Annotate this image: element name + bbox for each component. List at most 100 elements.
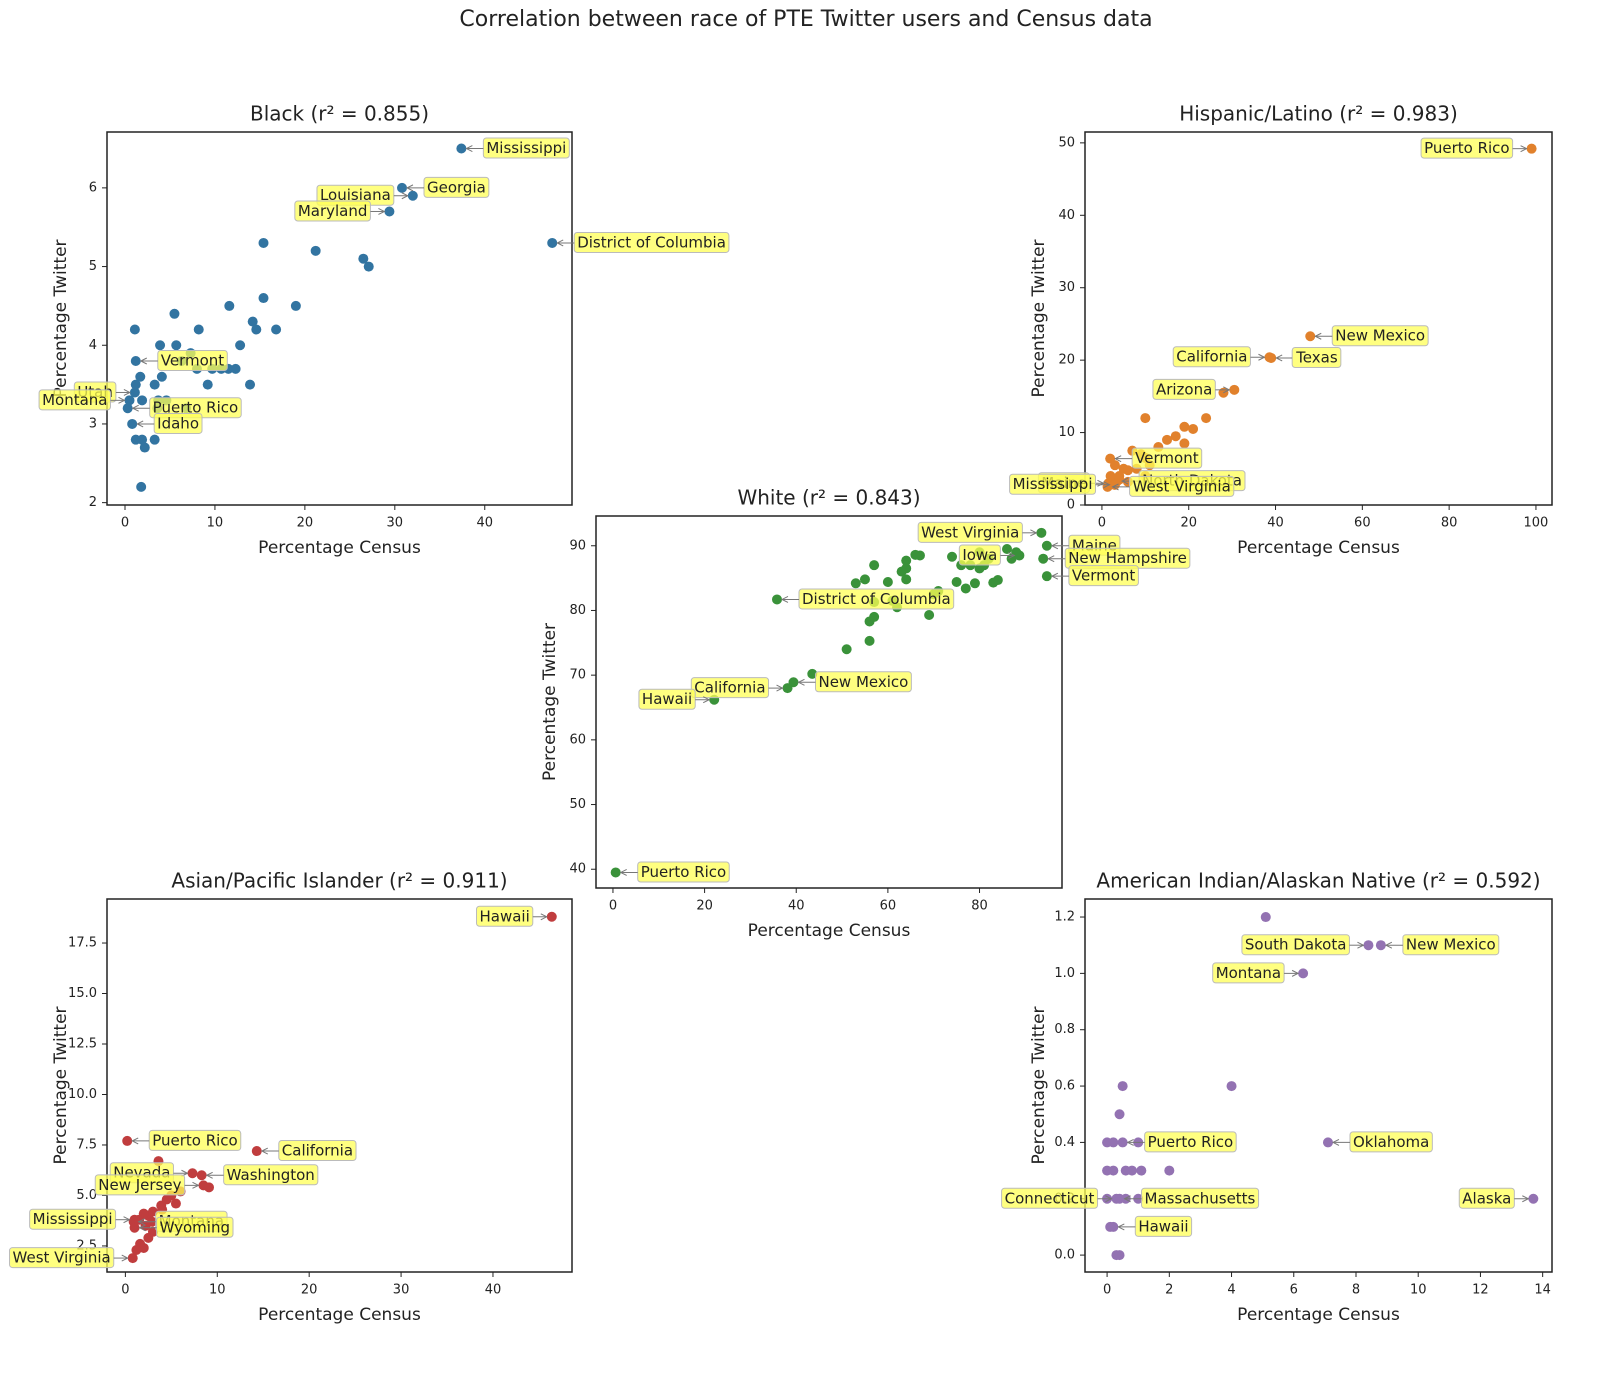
- annotation-arrowhead: [1314, 332, 1322, 340]
- x-tick-label: 40: [1267, 516, 1284, 531]
- point: [1108, 1137, 1119, 1148]
- point: [358, 253, 369, 264]
- point: [951, 576, 962, 587]
- y-tick-label: 2: [89, 495, 97, 510]
- point: [127, 418, 138, 429]
- point: [1140, 413, 1151, 424]
- y-tick-label: 40: [569, 862, 586, 877]
- y-tick-label: 7.5: [76, 1137, 97, 1152]
- x-axis-label: Percentage Census: [258, 538, 421, 558]
- point: [1109, 460, 1120, 471]
- annotation: Washington: [205, 1164, 319, 1186]
- point: [1122, 465, 1133, 476]
- annotation-arrowhead: [139, 357, 148, 365]
- annotation-label: Puerto Rico: [153, 399, 239, 417]
- point: [850, 578, 861, 589]
- point: [290, 300, 301, 311]
- subplot-title: Asian/Pacific Islander (r² = 0.911): [171, 869, 507, 893]
- annotation-label: West Virginia: [921, 523, 1019, 541]
- x-tick-label: 10: [207, 516, 224, 531]
- x-tick-label: 12: [1472, 1283, 1489, 1298]
- annotations: Puerto Rico New Mexico Texas California Ariz…: [1009, 137, 1528, 497]
- point: [1002, 543, 1013, 554]
- point: [456, 143, 467, 154]
- point: [1363, 940, 1374, 951]
- annotation: California: [260, 1140, 357, 1162]
- annotation-label: Texas: [1295, 348, 1338, 366]
- annotation-arrowhead: [1123, 1195, 1131, 1203]
- point: [1117, 1081, 1128, 1092]
- point: [896, 566, 907, 577]
- annotation: Puerto Rico: [1420, 137, 1528, 159]
- x-tick-label: 6: [1290, 1283, 1298, 1298]
- annotation-arrowhead: [1105, 1195, 1113, 1203]
- y-tick-label: 15.0: [68, 986, 97, 1001]
- point: [864, 635, 875, 646]
- annotation-label: Massachusetts: [1145, 1189, 1256, 1207]
- point: [169, 308, 180, 319]
- point: [1038, 553, 1049, 564]
- axes-frame: [1084, 898, 1553, 1273]
- point: [131, 1244, 142, 1255]
- y-axis-label: Percentage Twitter: [540, 623, 560, 781]
- point: [124, 395, 135, 406]
- annotation-label: Iowa: [962, 546, 997, 564]
- annotation-arrowhead: [131, 1137, 139, 1145]
- annotation: West Virginia: [9, 1247, 129, 1269]
- y-axis-label: Percentage Twitter: [51, 239, 71, 397]
- point: [859, 574, 870, 585]
- annotation-label: Louisiana: [320, 186, 391, 204]
- annotation-arrowhead: [1522, 1195, 1530, 1203]
- point: [771, 594, 782, 605]
- point: [1375, 940, 1386, 951]
- point: [384, 206, 395, 217]
- annotation-label: Oklahoma: [1353, 1133, 1429, 1151]
- point: [136, 481, 147, 492]
- point: [135, 371, 146, 382]
- annotation-arrowhead: [1258, 353, 1266, 361]
- y-tick-label: 50: [569, 797, 586, 812]
- annotation: Vermont: [139, 349, 228, 371]
- annotation-label: California: [694, 679, 765, 697]
- point: [947, 551, 958, 562]
- x-tick-label: 100: [1524, 516, 1549, 531]
- annotation-arrowhead: [702, 696, 711, 704]
- point: [924, 609, 935, 620]
- x-tick-label: 0: [121, 516, 129, 531]
- annotation: Texas: [1275, 346, 1342, 368]
- annotation: Mississippi: [1009, 473, 1111, 495]
- y-tick-label: 30: [1058, 280, 1075, 295]
- y-tick-label: 40: [1058, 208, 1075, 223]
- point: [1298, 968, 1309, 979]
- x-tick-label: 0: [1098, 516, 1106, 531]
- annotation: Puerto Rico: [131, 397, 242, 419]
- point: [969, 578, 980, 589]
- point: [251, 324, 262, 335]
- point: [193, 324, 204, 335]
- annotation: Oklahoma: [1331, 1131, 1433, 1153]
- annotation-label: Wyoming: [160, 1218, 230, 1236]
- point: [1117, 1137, 1128, 1148]
- annotation-arrowhead: [192, 1181, 200, 1189]
- annotation-arrowhead: [118, 396, 126, 404]
- y-tick-label: 1.0: [1054, 966, 1075, 981]
- annotation-arrowhead: [378, 208, 386, 215]
- point: [196, 1170, 207, 1181]
- annotation: West Virginia: [917, 521, 1038, 543]
- point: [155, 340, 166, 351]
- y-tick-label: 5: [89, 259, 97, 274]
- annotation-arrowhead: [123, 1216, 131, 1224]
- annotation-label: Alaska: [1462, 1189, 1511, 1207]
- annotation: Mississippi: [29, 1208, 131, 1230]
- x-tick-label: 40: [476, 516, 493, 531]
- annotation-arrowhead: [260, 1147, 269, 1155]
- point: [247, 316, 258, 327]
- point: [1322, 1137, 1333, 1148]
- y-tick-label: 10.0: [68, 1087, 97, 1102]
- annotation-label: Vermont: [1135, 449, 1199, 467]
- annotation: Hawaii: [1117, 1215, 1193, 1237]
- point: [960, 583, 971, 594]
- figure-title: Correlation between race of PTE Twitter …: [459, 7, 1152, 32]
- annotation-label: West Virginia: [1133, 477, 1231, 495]
